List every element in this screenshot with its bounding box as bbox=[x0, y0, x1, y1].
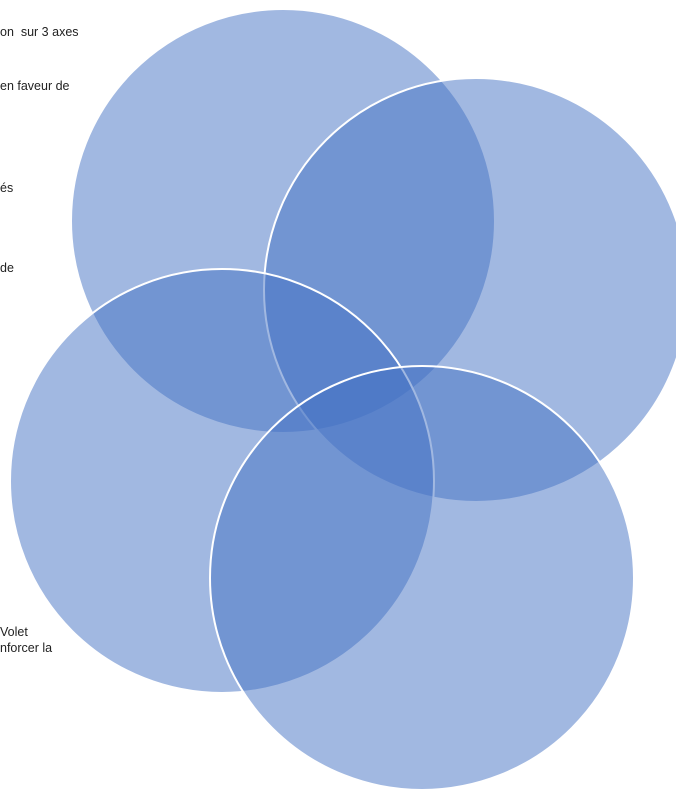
text-fragment: Volet bbox=[0, 625, 28, 639]
text-fragment: on sur 3 axes bbox=[0, 25, 79, 39]
text-fragment: en faveur de bbox=[0, 79, 70, 93]
text-fragment: de bbox=[0, 261, 14, 275]
text-fragment: nforcer la bbox=[0, 641, 52, 655]
text-fragment: és bbox=[0, 181, 13, 195]
venn-circle bbox=[209, 365, 635, 791]
